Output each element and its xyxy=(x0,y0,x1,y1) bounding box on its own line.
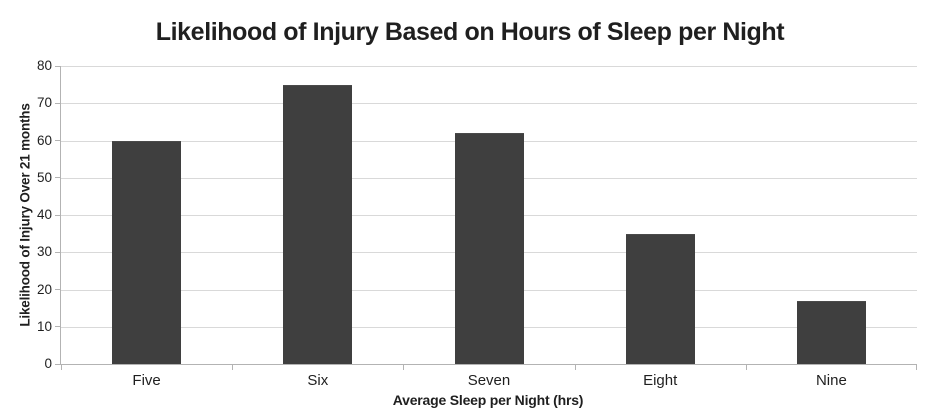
x-label-seven: Seven xyxy=(467,372,511,389)
y-axis-tick-70 xyxy=(55,102,61,104)
y-tick-label-30: 30 xyxy=(36,244,52,260)
y-axis-tick-30 xyxy=(55,251,61,253)
y-axis-tick-50 xyxy=(55,177,61,179)
y-tick-label-80: 80 xyxy=(36,58,52,73)
x-axis-title: Average Sleep per Night (hrs) xyxy=(392,392,584,408)
x-axis-tick-2 xyxy=(403,364,405,370)
y-tick-label-70: 70 xyxy=(36,95,52,111)
y-axis-tick-0 xyxy=(55,363,61,365)
chart-title: Likelihood of Injury Based on Hours of S… xyxy=(155,18,785,46)
gridline-70 xyxy=(61,103,917,105)
x-label-six: Six xyxy=(307,372,329,389)
bar-seven xyxy=(454,133,524,364)
x-axis-tick-4 xyxy=(745,364,747,370)
y-axis-tick-10 xyxy=(55,326,61,328)
y-axis-tick-80 xyxy=(55,65,61,67)
x-label-nine: Nine xyxy=(815,372,847,389)
x-axis-tick-0 xyxy=(61,364,62,370)
bar-nine xyxy=(796,300,866,364)
y-tick-label-60: 60 xyxy=(36,132,52,148)
bar-eight xyxy=(625,233,695,364)
y-tick-label-10: 10 xyxy=(36,318,52,334)
gridline-80 xyxy=(61,66,917,67)
x-axis-tick-1 xyxy=(232,364,234,370)
x-axis-tick-5 xyxy=(916,364,917,370)
y-tick-label-50: 50 xyxy=(36,169,52,185)
y-axis-tick-60 xyxy=(55,140,61,141)
y-axis-tick-20 xyxy=(55,289,61,290)
y-axis-tick-40 xyxy=(55,214,61,216)
bar-five xyxy=(112,140,182,364)
y-tick-label-0: 0 xyxy=(44,356,52,371)
x-label-five: Five xyxy=(132,372,161,389)
bar-six xyxy=(283,84,353,364)
x-axis-tick-3 xyxy=(574,364,576,370)
y-tick-label-20: 20 xyxy=(36,281,52,297)
y-tick-label-40: 40 xyxy=(36,207,52,222)
plot-area: 0 10 20 30 40 50 60 70 80 Five Six Seven Eight Nine xyxy=(37,58,917,389)
x-label-eight: Eight xyxy=(643,372,678,389)
